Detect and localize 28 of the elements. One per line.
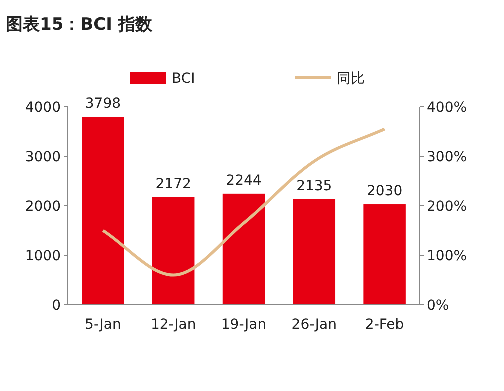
bar xyxy=(222,194,266,305)
x-tick-label: 2-Feb xyxy=(365,317,404,333)
x-tick-label: 19-Jan xyxy=(221,317,267,333)
y2-tick-label: 300% xyxy=(427,150,468,166)
y-tick-label: 4000 xyxy=(25,100,61,116)
y-tick-label: 0 xyxy=(52,298,61,314)
y-tick-label: 3000 xyxy=(25,150,61,166)
y2-tick-label: 400% xyxy=(427,100,468,116)
data-label: 2172 xyxy=(156,176,192,192)
data-label: 2135 xyxy=(296,178,332,194)
y2-tick-label: 200% xyxy=(427,199,468,215)
legend-label: 同比 xyxy=(337,71,365,87)
x-tick-label: 12-Jan xyxy=(150,317,196,333)
bar xyxy=(293,199,336,305)
chart-title: 图表15：BCI 指数 xyxy=(6,15,154,35)
data-label: 2030 xyxy=(366,184,403,200)
bar xyxy=(364,204,406,305)
x-tick-label: 5-Jan xyxy=(85,317,122,333)
y-tick-label: 2000 xyxy=(25,199,61,215)
y2-tick-label: 0% xyxy=(427,298,450,314)
x-tick-label: 26-Jan xyxy=(292,317,338,333)
data-label: 2244 xyxy=(226,172,262,189)
legend-label: BCI xyxy=(172,71,196,87)
data-label: 3798 xyxy=(85,96,122,112)
y2-tick-label: 100% xyxy=(427,248,468,264)
bar xyxy=(82,117,124,305)
y-tick-label: 1000 xyxy=(25,248,61,264)
bar xyxy=(152,197,195,305)
